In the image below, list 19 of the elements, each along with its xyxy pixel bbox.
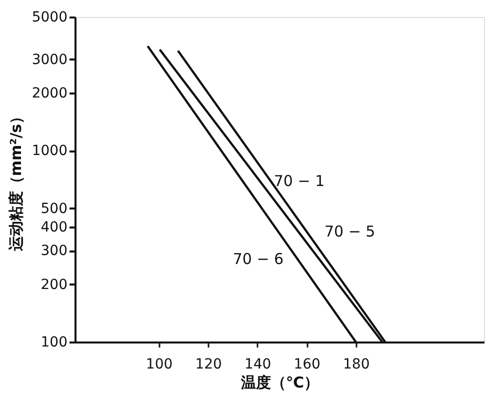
x-tick-label: 160 [294, 356, 320, 372]
y-axis-title: 运动粘度（mm²/s） [6, 108, 25, 252]
y-tick-label: 5000 [32, 10, 68, 26]
y-tick-label: 500 [40, 200, 68, 217]
y-tick-label: 200 [40, 276, 68, 293]
y-tick-label: 3000 [32, 52, 68, 68]
x-axis-title: 温度（℃） [240, 374, 320, 392]
series-label: 70 − 6 [232, 250, 284, 268]
x-tick-label: 180 [343, 356, 370, 372]
x-tick-label: 120 [195, 356, 222, 372]
x-tick-label: 100 [146, 356, 173, 372]
y-tick-label: 100 [40, 334, 68, 350]
y-tick-label: 2000 [32, 86, 68, 102]
y-tick-label: 300 [40, 243, 68, 260]
series-label: 70 − 1 [274, 172, 325, 190]
series-label: 70 − 5 [324, 222, 376, 240]
y-tick-label: 1000 [32, 143, 68, 160]
x-tick-label: 140 [244, 356, 272, 372]
y-tick-label: 400 [40, 219, 68, 236]
